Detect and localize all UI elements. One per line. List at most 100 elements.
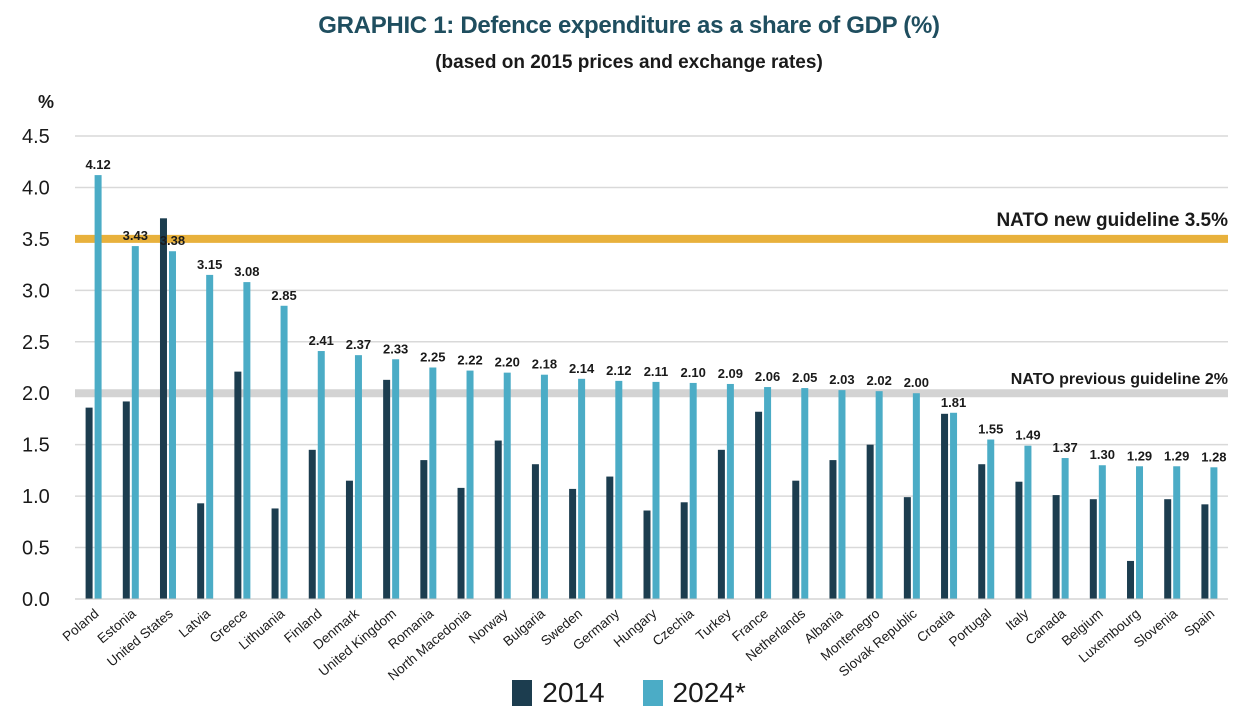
x-tick-label: Spain (1181, 606, 1217, 640)
chart-subtitle: (based on 2015 prices and exchange rates… (435, 52, 823, 73)
bar-2024 (131, 246, 139, 599)
data-label-2024: 2.22 (457, 353, 482, 368)
x-tick-label: Italy (1003, 606, 1032, 634)
bar-2014 (1089, 499, 1097, 599)
bar-2014 (792, 480, 800, 599)
legend-item-2014: 2014 (512, 677, 605, 709)
bar-2024 (764, 387, 772, 599)
bar-2014 (569, 488, 577, 599)
data-label-2024: 2.02 (867, 373, 892, 388)
data-label-2024: 2.03 (829, 372, 854, 387)
y-tick-label: 4.0 (22, 177, 50, 199)
y-axis-label: % (38, 92, 54, 112)
bar-2024 (838, 390, 846, 599)
x-tick-label: Bulgaria (500, 605, 548, 649)
reference-label-nato-previous: NATO previous guideline 2% (1011, 371, 1228, 388)
bar-2024 (429, 367, 437, 599)
bar-2024 (875, 391, 883, 599)
bar-2014 (717, 449, 725, 599)
bar-2024 (726, 383, 734, 599)
data-label-2024: 1.55 (978, 422, 1003, 437)
bar-2024 (1098, 465, 1106, 599)
bar-2014 (978, 464, 986, 599)
legend-swatch-2014 (512, 680, 533, 706)
x-tick-label: Turkey (693, 606, 734, 644)
bar-2014 (457, 487, 465, 599)
data-label-2024: 3.38 (160, 233, 185, 248)
bar-2024 (1024, 445, 1032, 599)
y-tick-label: 0.5 (22, 538, 50, 560)
legend: 2014 2024* (0, 674, 1258, 712)
bar-2014 (755, 411, 763, 599)
y-tick-label: 3.0 (22, 280, 50, 302)
bar-2024 (168, 251, 176, 600)
bar-2014 (903, 497, 911, 599)
bar-2024 (1210, 467, 1218, 599)
x-tick-label: Poland (60, 606, 102, 645)
data-label-2024: 1.28 (1201, 449, 1226, 464)
data-label-2024: 3.15 (197, 257, 222, 272)
y-tick-label: 3.5 (22, 229, 50, 251)
data-label-2024: 2.00 (904, 375, 929, 390)
bar-2024 (578, 378, 586, 599)
bar-2014 (829, 460, 837, 599)
y-tick-label: 1.0 (22, 486, 50, 508)
bar-2024 (689, 382, 697, 599)
legend-label-2014: 2014 (542, 677, 605, 708)
bar-2024 (94, 175, 102, 599)
bar-2024 (912, 393, 920, 599)
data-label-2024: 2.06 (755, 369, 780, 384)
bar-2014 (1201, 504, 1209, 599)
bar-2024 (392, 359, 400, 599)
data-label-2024: 2.09 (718, 366, 743, 381)
data-label-2024: 2.11 (644, 364, 669, 379)
bar-2014 (1015, 481, 1023, 599)
bar-2014 (866, 444, 874, 599)
data-label-2024: 1.30 (1090, 447, 1115, 462)
bar-2024 (354, 355, 362, 599)
legend-item-2024: 2024* (642, 677, 746, 709)
data-label-2024: 1.49 (1015, 428, 1040, 443)
bar-2014 (1052, 495, 1060, 599)
reference-label-nato-new: NATO new guideline 3.5% (996, 210, 1228, 231)
bar-2024 (466, 370, 474, 599)
legend-label-2024: 2024* (672, 677, 746, 708)
bar-2024 (950, 412, 958, 599)
data-label-2024: 2.33 (383, 341, 408, 356)
bar-2014 (643, 510, 651, 599)
bar-2014 (345, 480, 353, 599)
bar-2024 (540, 374, 548, 599)
bar-2014 (85, 407, 93, 599)
bar-2014 (1164, 499, 1172, 599)
data-label-2024: 2.85 (271, 288, 296, 303)
y-tick-label: 1.5 (22, 435, 50, 457)
bar-2014 (308, 449, 316, 599)
bar-2014 (122, 401, 130, 599)
data-label-2024: 2.25 (420, 350, 445, 365)
data-label-2024: 2.37 (346, 337, 371, 352)
data-label-2024: 2.10 (681, 365, 706, 380)
y-tick-label: 0.0 (22, 589, 50, 611)
data-label-2024: 2.41 (309, 333, 334, 348)
data-label-2024: 1.29 (1127, 448, 1152, 463)
bar-2024 (280, 305, 288, 599)
data-label-2024: 2.12 (606, 363, 631, 378)
bar-2024 (317, 351, 325, 599)
data-label-2024: 2.18 (532, 357, 557, 372)
x-tick-label: United States (104, 606, 176, 670)
data-label-2024: 2.20 (495, 355, 520, 370)
bar-2024 (801, 388, 809, 599)
bar-2024 (1136, 466, 1144, 599)
bar-2024 (1061, 458, 1069, 599)
bar-2014 (1127, 560, 1135, 599)
bar-2024 (206, 274, 214, 599)
y-tick-label: 4.5 (22, 126, 50, 148)
legend-swatch-2024 (642, 680, 663, 706)
bar-2014 (494, 440, 502, 599)
bar-2014 (606, 476, 614, 599)
bar-2024 (243, 282, 251, 599)
bar-2014 (271, 508, 279, 599)
bar-2014 (159, 218, 167, 600)
bar-2014 (680, 502, 688, 599)
